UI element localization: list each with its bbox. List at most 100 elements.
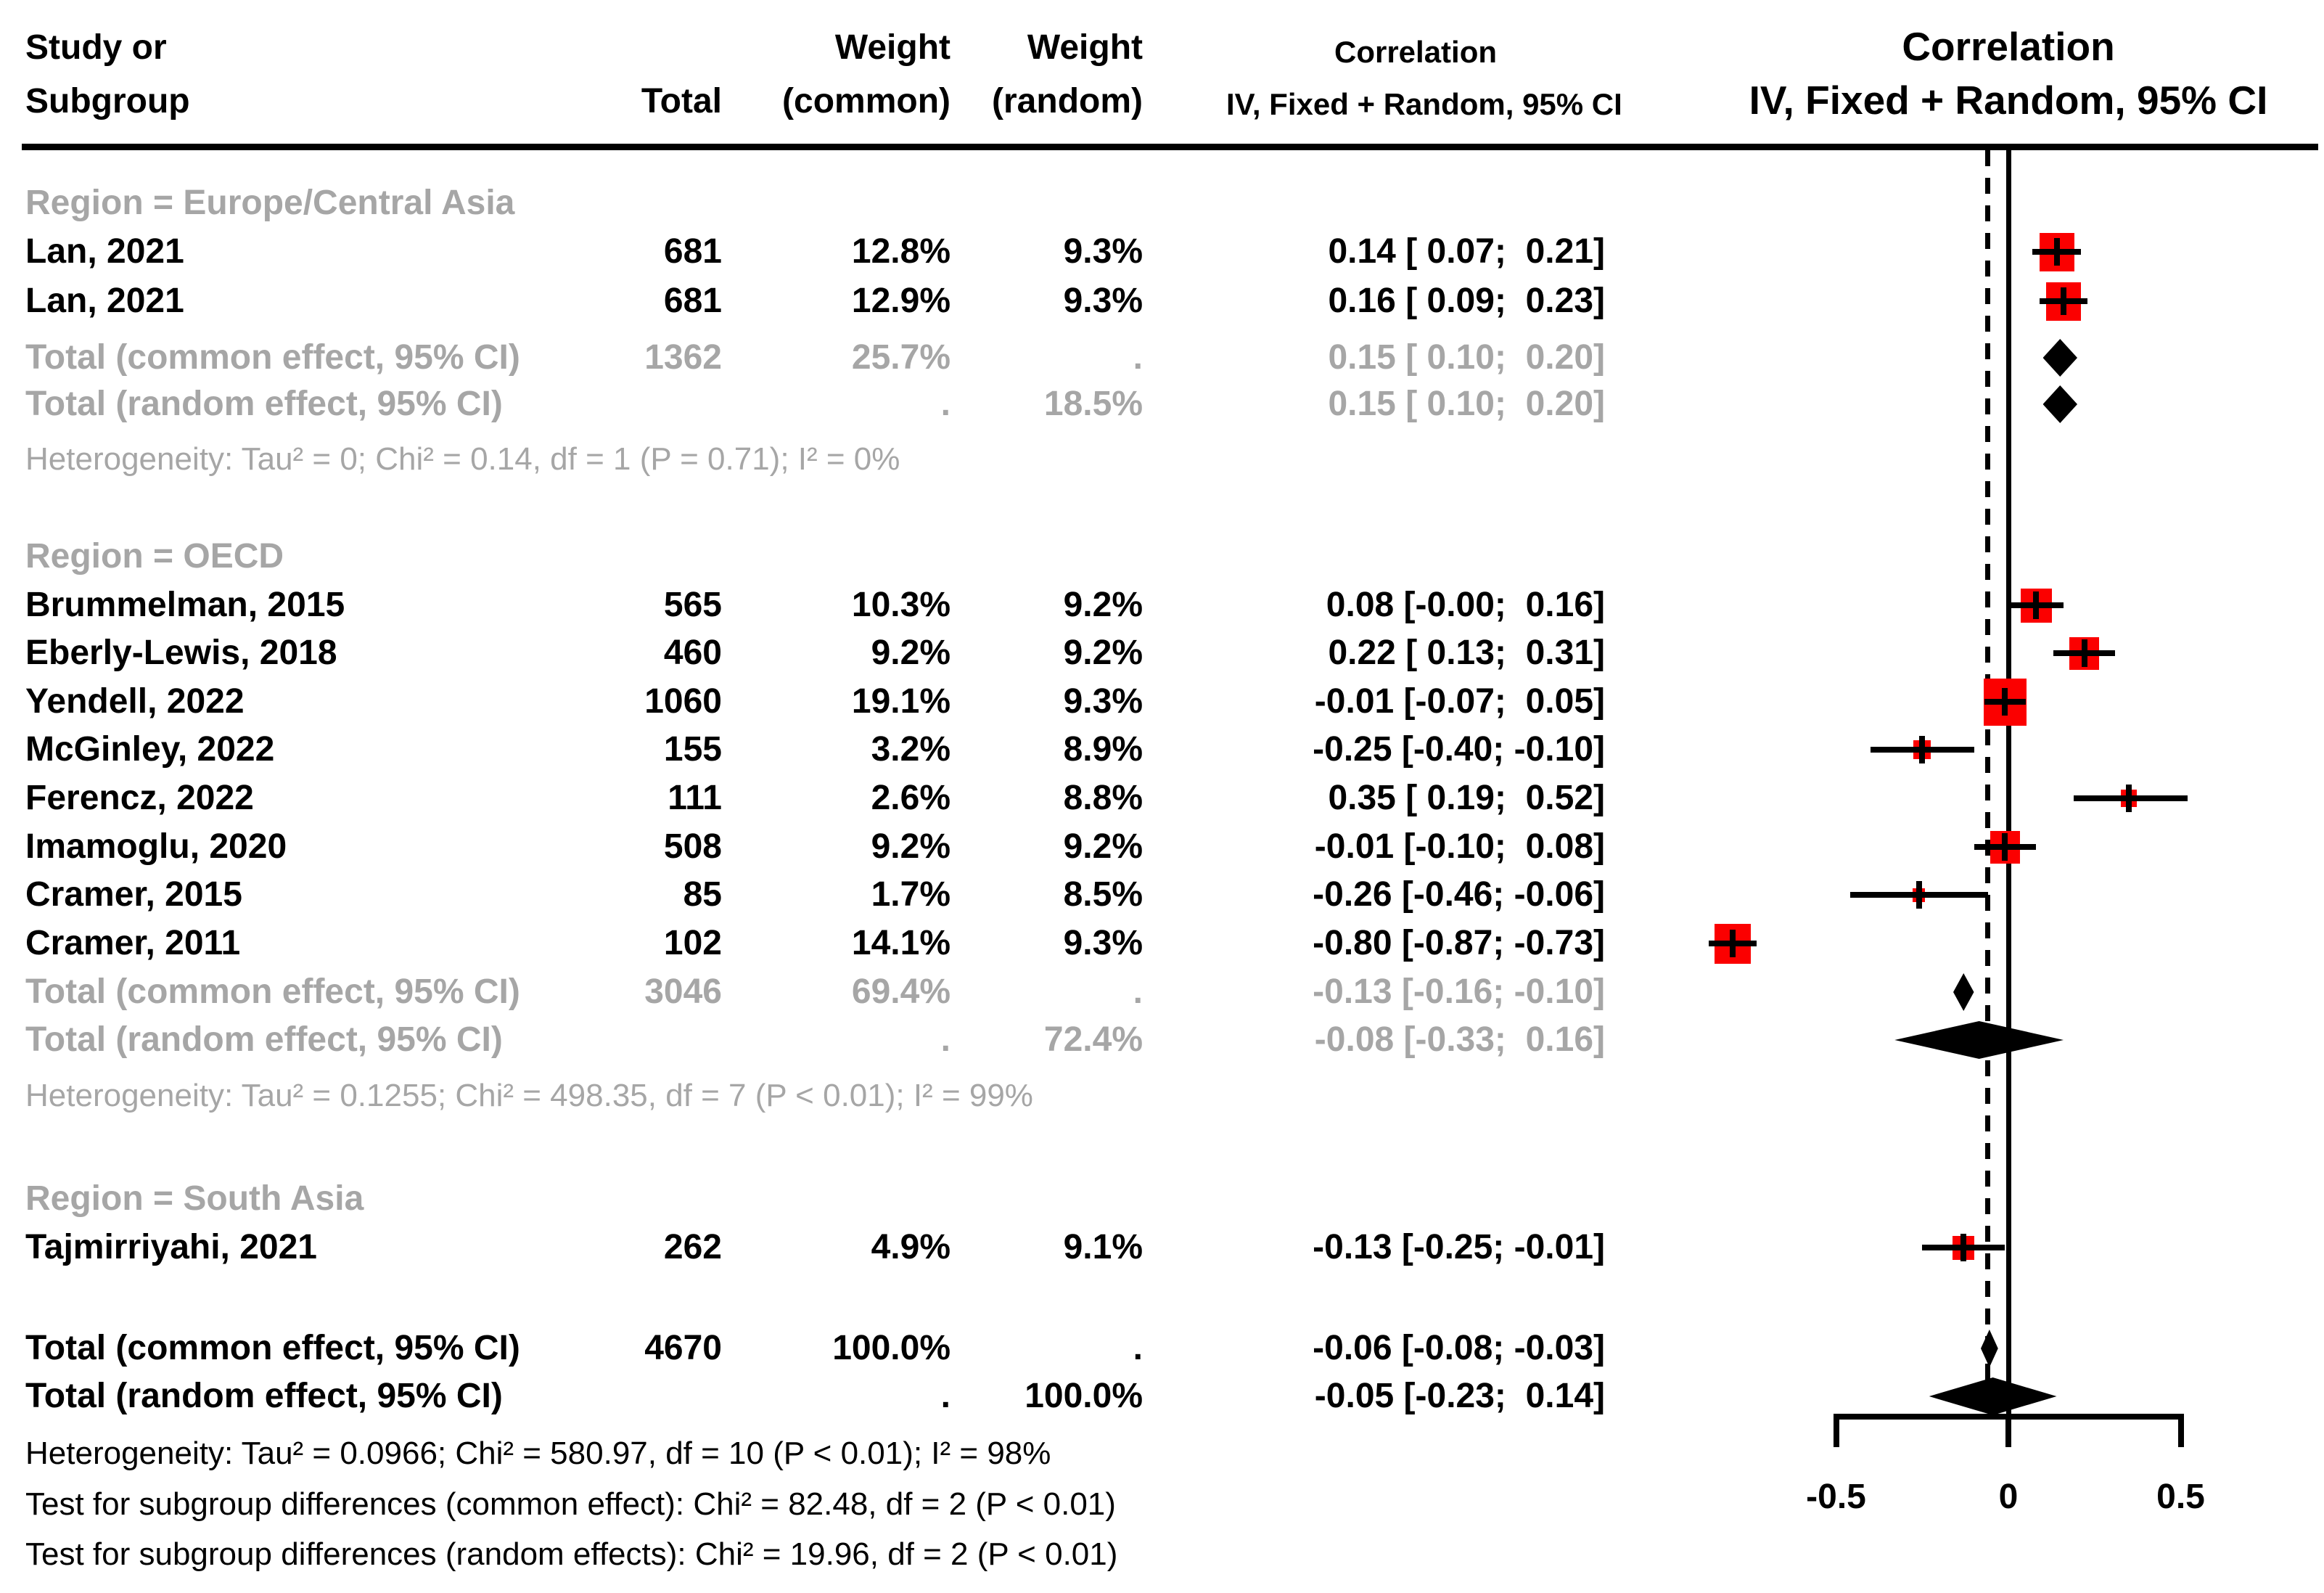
zero-reference-line (2006, 150, 2011, 1416)
ci-text-cell: 0.15 [ 0.10; 0.20] (1328, 385, 1605, 423)
total-label-cell: Total (random effect, 95% CI) (25, 385, 503, 423)
header-weight-random-line1: Weight (1027, 28, 1143, 67)
study-row: Ferencz, 2022 111 2.6% 8.8% 0.35 [ 0.19; 0.5… (0, 774, 2324, 822)
study-name-cell: Yendell, 2022 (25, 682, 245, 721)
study-name-cell: Cramer, 2015 (25, 875, 242, 914)
subgroup-heading-label: Region = Europe/Central Asia (25, 184, 515, 222)
weight-common-cell: 10.3% (851, 586, 950, 624)
axis-tick-label: 0 (1998, 1478, 2019, 1516)
axis-tick-label: -0.5 (1806, 1478, 1866, 1516)
axis-tick-label: 0.5 (2156, 1478, 2205, 1516)
heterogeneity-text: Heterogeneity: Tau² = 0; Chi² = 0.14, df… (25, 441, 900, 477)
total-cell: 102 (663, 924, 722, 962)
ci-text-cell: -0.05 [-0.23; 0.14] (1314, 1377, 1605, 1415)
header-weight-random-line2: (random) (992, 82, 1143, 120)
study-row: Yendell, 2022 1060 19.1% 9.3% -0.01 [-0.07; … (0, 678, 2324, 726)
estimate-tick (1730, 930, 1736, 957)
subgroup-test-text: Test for subgroup differences (common ef… (25, 1486, 1116, 1522)
total-cell: 565 (663, 586, 722, 624)
estimate-tick (2002, 688, 2008, 716)
estimate-tick (2002, 833, 2008, 861)
total-cell: 3046 (644, 972, 722, 1011)
total-cell: 262 (663, 1228, 722, 1266)
ci-text-cell: 0.22 [ 0.13; 0.31] (1328, 634, 1605, 672)
estimate-tick (2126, 785, 2132, 812)
total-cell (566, 1016, 722, 1064)
weight-common-cell: 2.6% (871, 779, 950, 817)
ci-text-cell: -0.25 [-0.40; -0.10] (1313, 730, 1605, 769)
subgroup-test-note: Test for subgroup differences (common ef… (0, 1482, 2324, 1527)
ci-text-cell: -0.80 [-0.87; -0.73] (1313, 924, 1605, 962)
weight-common-cell: 19.1% (851, 682, 950, 721)
ci-text-cell: 0.15 [ 0.10; 0.20] (1328, 338, 1605, 377)
axis-tick (2177, 1414, 2184, 1447)
weight-common-cell: 4.9% (871, 1228, 950, 1266)
header-weight-common-line2: (common) (782, 82, 950, 120)
study-row: Cramer, 2011 102 14.1% 9.3% -0.80 [-0.87; -0… (0, 920, 2324, 967)
weight-common-cell: 69.4% (851, 972, 950, 1011)
subgroup-heading: Region = OECD (0, 533, 2324, 581)
weight-random-cell: 72.4% (1043, 1020, 1143, 1059)
subgroup-heading-label: Region = OECD (25, 537, 284, 576)
ci-text-cell: -0.08 [-0.33; 0.16] (1314, 1020, 1605, 1059)
ci-text-cell: -0.13 [-0.16; -0.10] (1313, 972, 1605, 1011)
weight-random-cell: 9.3% (1063, 282, 1143, 320)
ci-text-cell: 0.08 [-0.00; 0.16] (1326, 586, 1605, 624)
estimate-tick (1919, 736, 1926, 763)
weight-random-cell: 9.1% (1063, 1228, 1143, 1266)
subgroup-heading: Region = South Asia (0, 1175, 2324, 1223)
subgroup-total-row: Total (random effect, 95% CI). 72.4% -0.08… (0, 1016, 2324, 1064)
total-cell: 460 (663, 634, 722, 672)
study-name-cell: Brummelman, 2015 (25, 586, 345, 624)
weight-random-cell: 8.9% (1063, 730, 1143, 769)
total-cell: 1060 (644, 682, 722, 721)
weight-common-cell: 12.8% (851, 232, 950, 271)
weight-random-cell: 9.3% (1063, 924, 1143, 962)
subgroup-total-row: Total (common effect, 95% CI) 1362 25.7%. 0… (0, 334, 2324, 382)
heterogeneity-text: Heterogeneity: Tau² = 0.0966; Chi² = 580… (25, 1436, 1051, 1471)
study-name-cell: Lan, 2021 (25, 232, 184, 271)
total-cell: 111 (668, 779, 722, 817)
total-cell: 4670 (644, 1329, 722, 1367)
estimate-tick (2081, 639, 2087, 667)
weight-random-cell: 9.2% (1063, 586, 1143, 624)
study-name-cell: Imamoglu, 2020 (25, 827, 287, 866)
study-name-cell: McGinley, 2022 (25, 730, 275, 769)
study-row: Tajmirriyahi, 2021 262 4.9% 9.1% -0.13 [-0.2… (0, 1224, 2324, 1271)
header-weight-common-line1: Weight (834, 28, 950, 67)
total-cell: 1362 (644, 338, 722, 377)
study-row: Eberly-Lewis, 2018 460 9.2% 9.2% 0.22 [ 0.13… (0, 629, 2324, 677)
study-row: McGinley, 2022 155 3.2% 8.9% -0.25 [-0.40; -… (0, 726, 2324, 774)
header-study-line2: Subgroup (25, 82, 190, 120)
total-label-cell: Total (common effect, 95% CI) (25, 338, 520, 377)
total-label-cell: Total (random effect, 95% CI) (25, 1377, 503, 1415)
weight-common-cell: . (940, 385, 950, 423)
estimate-tick (2061, 287, 2066, 315)
weight-random-cell: 100.0% (1025, 1377, 1143, 1415)
subgroup-heading-label: Region = South Asia (25, 1179, 364, 1218)
header-study-line1: Study or (25, 28, 167, 67)
estimate-tick (1960, 1234, 1967, 1261)
weight-common-cell: 9.2% (871, 827, 950, 866)
weight-random-cell: 9.3% (1063, 232, 1143, 271)
study-row: Imamoglu, 2020 508 9.2% 9.2% -0.01 [-0.10; 0… (0, 823, 2324, 871)
overall-heterogeneity-note: Heterogeneity: Tau² = 0.0966; Chi² = 580… (0, 1431, 2324, 1476)
total-label-cell: Total (common effect, 95% CI) (25, 972, 520, 1011)
weight-random-cell: . (1133, 1329, 1143, 1367)
weight-random-cell: 9.2% (1063, 634, 1143, 672)
header-correlation-plot-col: Correlation (1902, 24, 2115, 69)
weight-common-cell: 100.0% (832, 1329, 950, 1367)
total-label-cell: Total (random effect, 95% CI) (25, 1020, 503, 1059)
study-row: Brummelman, 2015 565 10.3% 9.2% 0.08 [-0.00;… (0, 581, 2324, 629)
total-cell (566, 1372, 722, 1420)
pooled-diamond-marker (1981, 1330, 1998, 1367)
subgroup-test-note: Test for subgroup differences (random ef… (0, 1532, 2324, 1577)
study-name-cell: Eberly-Lewis, 2018 (25, 634, 337, 672)
study-name-cell: Lan, 2021 (25, 282, 184, 320)
subgroup-total-row: Total (random effect, 95% CI). 18.5% 0.15 … (0, 380, 2324, 428)
header-total: Total (641, 82, 722, 120)
weight-random-cell: . (1133, 338, 1143, 377)
weight-random-cell: 18.5% (1043, 385, 1143, 423)
total-cell (566, 380, 722, 428)
